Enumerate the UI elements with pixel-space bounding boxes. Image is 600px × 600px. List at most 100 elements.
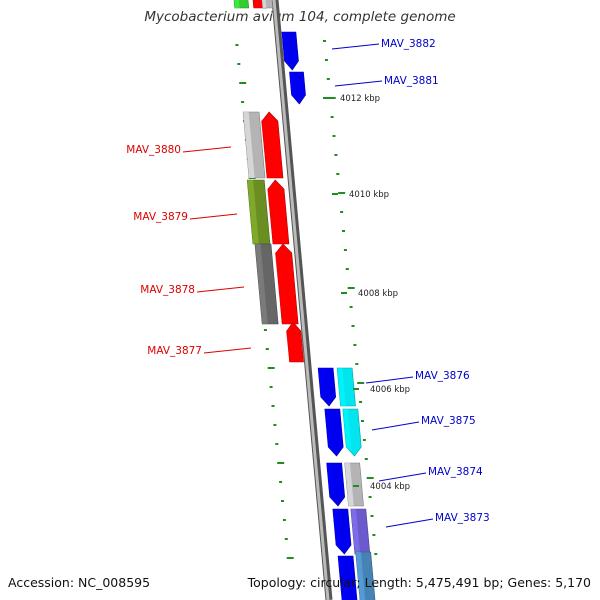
gene-label-mav-3878[interactable]: MAV_3878 xyxy=(140,284,195,296)
gene-block-mav-3876-highlight xyxy=(318,368,326,402)
tick-mark-inner xyxy=(239,82,247,84)
tick-mark-outer xyxy=(362,439,366,441)
accession-label: Accession: NC_008595 xyxy=(8,575,151,590)
gene-label-mav-3873[interactable]: MAV_3873 xyxy=(435,512,490,524)
tick-mark-outer xyxy=(336,173,340,175)
kbp-tick xyxy=(353,388,359,390)
tick-mark-outer xyxy=(368,496,372,498)
feature-block-grey-highlight xyxy=(262,0,267,8)
feature-block-steel-highlight xyxy=(355,552,366,600)
tick-mark-outer xyxy=(332,135,336,137)
tick-mark-inner xyxy=(284,538,288,540)
tick-mark-inner xyxy=(269,386,273,388)
tick-mark-outer xyxy=(347,287,355,289)
tick-mark-outer xyxy=(342,230,345,232)
gene-label-mav-3881[interactable]: MAV_3881 xyxy=(384,75,439,87)
tick-mark-outer xyxy=(374,553,378,555)
gene-label-leader xyxy=(189,213,238,220)
tick-mark-inner xyxy=(273,424,277,426)
tick-mark-outer xyxy=(364,458,368,460)
tick-mark-inner xyxy=(241,101,245,103)
gene-label-mav-3880[interactable]: MAV_3880 xyxy=(126,144,181,156)
tick-mark-inner xyxy=(237,63,241,65)
kbp-tick xyxy=(341,292,347,294)
feature-block-red-highlight xyxy=(253,0,259,8)
feature-block-cyan-highlight xyxy=(337,368,346,406)
kbp-label: 4010 kbp xyxy=(349,190,389,200)
tick-mark-outer xyxy=(343,249,347,251)
gene-label-mav-3879[interactable]: MAV_3879 xyxy=(133,211,188,223)
gene-block-mav-3874-highlight xyxy=(326,463,335,502)
tick-mark-inner xyxy=(282,519,286,521)
tick-mark-inner xyxy=(263,329,267,331)
tick-mark-inner xyxy=(286,557,294,559)
kbp-tick xyxy=(353,485,359,487)
gene-block-mav-3875-highlight xyxy=(324,409,334,452)
gene-block-mav-3881-highlight xyxy=(289,72,297,100)
tick-mark-outer xyxy=(370,515,374,517)
kbp-tick xyxy=(332,193,338,195)
gene-block-mav-3882-highlight xyxy=(281,32,290,66)
tick-mark-outer xyxy=(330,116,334,118)
gene-label-mav-3874[interactable]: MAV_3874 xyxy=(428,466,483,478)
genome-backbone-highlight xyxy=(272,0,330,600)
feature-block-green-highlight xyxy=(234,0,240,8)
tick-mark-outer xyxy=(351,325,355,327)
gene-label-mav-3882[interactable]: MAV_3882 xyxy=(381,38,436,50)
gene-block-mav-3878-highlight xyxy=(274,248,288,324)
tick-mark-outer xyxy=(345,268,349,270)
gene-label-leader xyxy=(385,518,434,528)
tick-mark-outer xyxy=(359,401,363,403)
gene-label-mav-3877[interactable]: MAV_3877 xyxy=(147,345,202,357)
tick-mark-inner xyxy=(275,443,279,445)
feature-block-grey-highlight xyxy=(344,463,354,506)
gene-label-leader xyxy=(365,376,414,384)
tick-mark-outer xyxy=(355,363,359,365)
tick-mark-inner xyxy=(265,348,269,350)
gene-block-mav-3877-highlight xyxy=(285,326,295,362)
gene-label-leader xyxy=(331,43,380,50)
kbp-label: 4004 kbp xyxy=(370,482,410,492)
gene-block-mav-3879-highlight xyxy=(267,184,279,244)
gene-block-mav-3873-highlight xyxy=(332,509,342,550)
gene-block-mav-3880-highlight xyxy=(261,116,273,178)
map-title: Mycobacterium avium 104, complete genome xyxy=(144,9,456,25)
tick-mark-outer xyxy=(334,154,338,156)
tick-mark-outer xyxy=(326,78,330,80)
tick-mark-inner xyxy=(267,367,275,369)
feature-block-grey-highlight xyxy=(243,112,255,178)
kbp-tick xyxy=(323,97,329,99)
genome-summary: Topology: circular; Length: 5,475,491 bp… xyxy=(247,575,591,590)
gene-label-leader xyxy=(196,286,245,293)
tick-mark-outer xyxy=(324,59,328,61)
tick-mark-inner xyxy=(235,44,239,46)
gene-label-mav-3875[interactable]: MAV_3875 xyxy=(421,415,476,427)
gene-label-mav-3876[interactable]: MAV_3876 xyxy=(415,370,470,382)
kbp-label: 4006 kbp xyxy=(370,385,410,395)
tick-mark-outer xyxy=(353,344,357,346)
gene-label-leader xyxy=(334,80,383,87)
feature-block-slate-highlight xyxy=(350,509,361,554)
tick-mark-outer xyxy=(361,420,364,422)
feature-block-dark-grey-highlight xyxy=(254,244,268,324)
kbp-label: 4012 kbp xyxy=(340,94,380,104)
feature-block-blue-highlight xyxy=(338,556,348,600)
tick-mark-inner xyxy=(279,481,283,483)
feature-block-cyan-highlight xyxy=(342,409,352,452)
kbp-label: 4008 kbp xyxy=(358,289,398,299)
gene-label-leader xyxy=(203,347,252,354)
tick-mark-outer xyxy=(340,211,344,213)
tick-mark-outer xyxy=(372,534,376,536)
tick-mark-outer xyxy=(366,477,374,479)
tick-mark-outer xyxy=(328,97,336,99)
tick-mark-outer xyxy=(323,40,326,42)
tick-mark-inner xyxy=(271,405,275,407)
tick-mark-outer xyxy=(357,382,365,384)
tick-mark-outer xyxy=(338,192,346,194)
tick-mark-outer xyxy=(349,306,353,308)
gene-label-leader xyxy=(371,421,420,431)
gene-label-leader xyxy=(182,146,232,153)
tick-mark-inner xyxy=(277,462,285,464)
gene-label-leader xyxy=(378,472,427,482)
